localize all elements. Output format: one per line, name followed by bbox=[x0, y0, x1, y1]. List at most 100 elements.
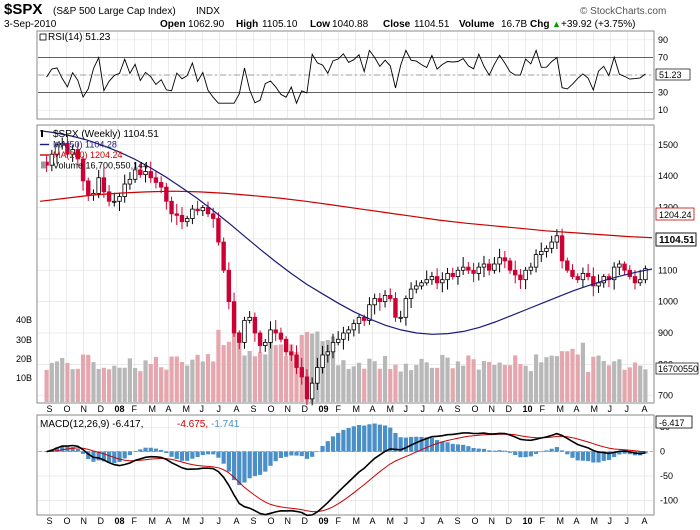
candle bbox=[330, 342, 336, 353]
x-tick-label: M bbox=[183, 404, 191, 414]
svg-text:-6.417: -6.417 bbox=[659, 418, 685, 428]
volume-bar bbox=[638, 365, 643, 402]
volume-bar bbox=[632, 362, 638, 402]
candle bbox=[492, 263, 497, 271]
candle bbox=[294, 354, 299, 368]
rsi-tick-label: 70 bbox=[658, 52, 668, 62]
volume-bar bbox=[466, 355, 471, 402]
volume-bar bbox=[252, 356, 257, 402]
volume-bar bbox=[49, 362, 54, 402]
macd-histogram-bar bbox=[388, 427, 393, 452]
candle bbox=[65, 142, 70, 155]
moving-averages bbox=[39, 130, 653, 335]
macd-histogram-bar bbox=[86, 451, 91, 460]
volume-bar bbox=[591, 356, 596, 402]
macd-histogram-bar bbox=[367, 424, 372, 452]
volume-bar bbox=[117, 367, 122, 402]
x-tick-label: A bbox=[438, 516, 444, 526]
volume-bar bbox=[138, 371, 143, 402]
x-tick-label: J bbox=[404, 404, 409, 414]
x-tick-label: O bbox=[64, 516, 71, 526]
macd-histogram-bar bbox=[575, 451, 580, 461]
macd-histogram-bar bbox=[523, 451, 528, 458]
x-tick-label: S bbox=[251, 516, 257, 526]
volume-bar bbox=[627, 367, 632, 402]
x-tick-label: J bbox=[200, 404, 205, 414]
macd-histogram-bar bbox=[263, 451, 268, 472]
volume-bar bbox=[106, 369, 112, 402]
x-tick-label: F bbox=[540, 516, 546, 526]
candle bbox=[398, 316, 403, 319]
volume-value: 16.7B bbox=[501, 19, 527, 30]
x-tick-label: F bbox=[336, 516, 342, 526]
candle bbox=[86, 180, 91, 196]
high-value: 1105.10 bbox=[262, 19, 298, 30]
volume-bar bbox=[284, 355, 289, 402]
macd-histogram-bar bbox=[528, 451, 533, 457]
x-tick-label: M bbox=[387, 404, 395, 414]
macd-histogram-bar bbox=[200, 451, 205, 456]
volume-bar bbox=[242, 355, 247, 402]
x-tick-label: J bbox=[200, 516, 205, 526]
volume-bar bbox=[414, 364, 419, 402]
rsi-tick-label: 10 bbox=[658, 105, 668, 115]
volume-bar bbox=[112, 365, 117, 402]
volume-bar bbox=[195, 354, 200, 402]
exchange: INDX bbox=[196, 6, 220, 17]
macd-value-tag: -6.417 bbox=[655, 415, 693, 429]
date: 3-Sep-2010 bbox=[4, 19, 57, 30]
x-tick-label: J bbox=[404, 516, 409, 526]
volume-bar bbox=[148, 364, 153, 402]
x-tick-label: D bbox=[506, 516, 513, 526]
macd-histogram-bar bbox=[237, 451, 242, 486]
x-tick-label: J bbox=[217, 516, 222, 526]
close-value: 1104.51 bbox=[414, 19, 450, 30]
candle bbox=[356, 316, 362, 324]
svg-text:1204.24: 1204.24 bbox=[659, 210, 692, 220]
volume-bar bbox=[554, 356, 559, 402]
volume-bar bbox=[471, 359, 476, 402]
candle bbox=[643, 268, 648, 281]
candle bbox=[190, 208, 195, 219]
macd-histogram-bar bbox=[643, 451, 648, 454]
x-tick-label: F bbox=[132, 404, 138, 414]
volume-bar bbox=[268, 341, 273, 402]
macd-histogram-bar bbox=[487, 450, 492, 452]
chg-label: Chg bbox=[530, 19, 549, 30]
macd-histogram-bar bbox=[570, 451, 575, 458]
legend-entry: MA(200) 1204.24 bbox=[53, 150, 123, 160]
macd-histogram-bar bbox=[320, 445, 325, 452]
candle bbox=[216, 218, 221, 243]
macd-histogram-bar bbox=[622, 451, 627, 454]
macd-histogram-bar bbox=[549, 448, 554, 452]
candle-legend-icon bbox=[41, 130, 43, 137]
candle bbox=[153, 177, 159, 183]
low-value: 1040.88 bbox=[332, 19, 369, 30]
candle bbox=[226, 269, 232, 303]
macd-histogram-bar bbox=[138, 449, 143, 452]
macd-histogram-bar bbox=[148, 447, 153, 452]
volume-bar bbox=[133, 367, 138, 402]
candle bbox=[320, 354, 325, 368]
svg-text:51.23: 51.23 bbox=[659, 70, 682, 80]
volume-bar bbox=[101, 367, 106, 402]
x-tick-label: F bbox=[336, 404, 342, 414]
candle bbox=[346, 329, 351, 334]
volume-bar bbox=[237, 332, 242, 402]
macd-histogram-bar bbox=[80, 451, 86, 454]
candle bbox=[434, 276, 440, 284]
volume-bar bbox=[549, 355, 554, 402]
price-candles bbox=[44, 135, 648, 406]
high-label: High bbox=[236, 19, 258, 30]
volume-bar bbox=[169, 356, 174, 402]
volume-bar bbox=[565, 351, 570, 402]
volume-bar bbox=[159, 367, 164, 402]
macd-histogram-bar bbox=[252, 451, 257, 477]
macd-histogram-bar bbox=[289, 451, 294, 456]
x-tick-label: J bbox=[625, 516, 630, 526]
macd-label-signal: -4.675, bbox=[177, 419, 208, 430]
x-tick-label: 09 bbox=[319, 404, 329, 414]
candle bbox=[403, 298, 409, 318]
candle bbox=[382, 294, 388, 303]
x-tick-label: N bbox=[285, 516, 292, 526]
